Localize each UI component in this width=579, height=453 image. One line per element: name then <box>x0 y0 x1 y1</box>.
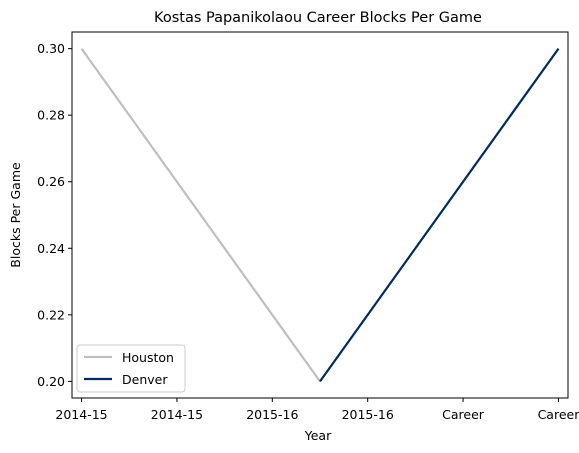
x-axis-label: Year <box>304 428 332 443</box>
x-tick-label: Career <box>538 407 579 422</box>
y-tick-label: 0.20 <box>37 374 65 389</box>
x-tick-label: 2015-16 <box>246 407 298 422</box>
y-tick-label: 0.26 <box>37 174 65 189</box>
x-axis-ticks: 2014-15 2014-15 2015-16 2015-16 Career Career <box>55 398 579 422</box>
x-tick-label: Career <box>442 407 485 422</box>
series-layer <box>80 47 560 383</box>
y-tick-label: 0.28 <box>37 108 65 123</box>
plot-area-frame <box>71 31 569 399</box>
series-line-houston <box>80 47 321 383</box>
x-tick-label: 2014-15 <box>55 407 107 422</box>
series-line-denver <box>319 47 560 383</box>
y-axis-label: Blocks Per Game <box>8 162 23 268</box>
y-axis-ticks: 0.20 0.22 0.24 0.26 0.28 0.30 <box>37 41 72 389</box>
x-tick-label: 2014-15 <box>151 407 203 422</box>
chart-title: Kostas Papanikolaou Career Blocks Per Ga… <box>154 10 482 26</box>
x-tick-label: 2015-16 <box>342 407 394 422</box>
y-tick-label: 0.30 <box>37 41 65 56</box>
y-tick-label: 0.22 <box>37 307 65 322</box>
legend-label-denver: Denver <box>122 372 168 387</box>
legend-label-houston: Houston <box>122 350 174 365</box>
legend: Houston Denver <box>76 344 186 393</box>
y-tick-label: 0.24 <box>37 241 65 256</box>
